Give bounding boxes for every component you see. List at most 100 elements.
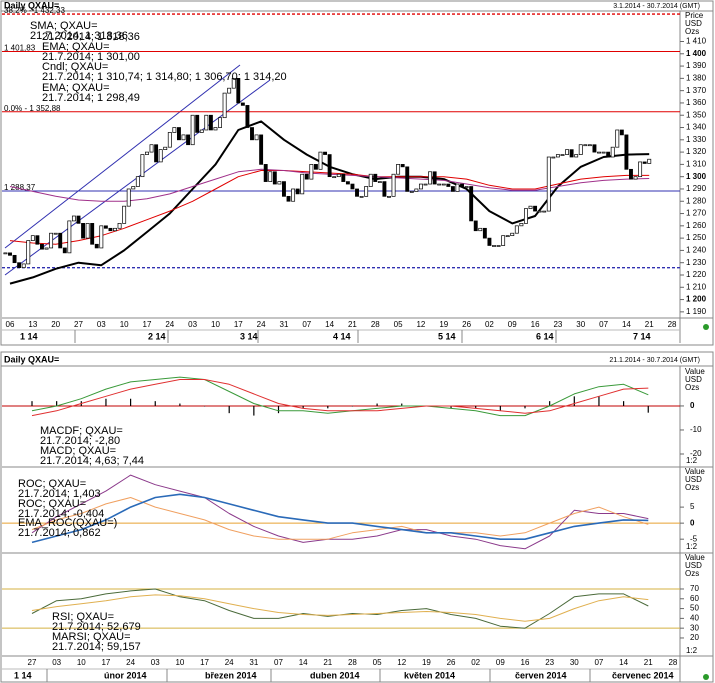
x-tick-label: 02 [485,320,494,329]
candle-body [510,232,515,237]
x-tick-label: 27 [28,658,37,667]
candle-body [135,176,140,187]
candle-body [464,186,469,188]
candle-body [195,114,200,133]
x-tick-label: 16 [531,320,540,329]
candle-body [117,223,122,229]
candle-body [478,227,483,232]
candle-body [295,188,300,195]
y-tick-label: 1 260 [686,221,707,230]
candle-body [291,188,296,202]
x-tick-label: 05 [373,658,382,667]
candle-body [450,186,455,192]
candle-body [615,129,620,148]
legend-value: 21.7.2014; 1,403 [18,488,101,500]
y-tick-label: 1 310 [686,159,707,168]
histogram-bar [524,405,526,409]
candle-body [560,154,565,156]
x-tick-label: 28 [348,658,357,667]
histogram-bar [277,405,280,414]
legend-name: ROC; QXAU= [18,478,86,490]
x-tick-label: 17 [200,658,209,667]
candle-body [428,171,433,185]
candle-body [537,210,542,213]
month-label: březen 2014 [205,670,257,680]
month-label: červen 2014 [515,670,567,680]
axis-label: Ozs [685,27,699,36]
candle-body [76,215,81,224]
candle-body [624,134,629,170]
candle-body [254,134,259,141]
candle-body [400,164,405,168]
level-label: 38.2% - 1 432,33 [4,6,65,15]
candle-body [359,195,364,198]
candle-body [35,235,40,245]
candle-body [213,127,218,131]
trend-channel [4,64,241,249]
candle-body [482,227,487,239]
axis-label: USD [685,475,702,484]
candle-body [286,195,291,202]
candle-body [222,92,227,119]
x-tick-label: 03 [52,658,61,667]
candle-body [122,205,127,224]
histogram-bar [105,398,107,406]
candle-body [323,151,328,155]
legend-name: SMA; QXAU= [30,20,98,32]
top-panel [0,0,714,346]
candle-body [423,183,428,186]
axis-label: Ozs [685,569,699,578]
series-line [31,379,649,417]
x-tick-label: 12 [416,320,425,329]
y-tick-label: 1 410 [686,37,707,46]
axis-label: Price [685,11,704,20]
histogram-bar [450,405,452,409]
candle-body [505,235,510,238]
candle-body [154,144,159,163]
x-tick-label: 12 [397,658,406,667]
y-tick-label: -5 [690,534,698,543]
candle-body [332,176,337,179]
candle-body [405,166,410,192]
x-tick-label: 30 [576,320,585,329]
candle-body [519,223,524,227]
candle-body [81,223,86,239]
x-tick-label: 24 [225,658,234,667]
candle-body [17,262,22,268]
candle-body [30,235,35,241]
y-tick-label: 20 [690,633,699,642]
candle-body [309,164,314,180]
date-range: 21.1.2014 - 30.7.2014 (GMT) [609,357,700,364]
scale-label: 1:2 [686,456,698,465]
x-tick-label: 14 [619,658,628,667]
x-tick-label: 10 [211,320,220,329]
x-tick-label: 09 [496,658,505,667]
x-tick-label: 28 [668,658,677,667]
candle-body [629,168,633,180]
x-tick-label: 07 [302,320,311,329]
candle-body [62,247,67,254]
legend-value: 21.7.2014; 59,157 [52,641,141,653]
candle-body [633,176,638,180]
histogram-bar [376,403,378,406]
histogram-bar [253,405,255,416]
bottom-panel [0,351,714,683]
candle-body [204,114,209,131]
month-label: únor 2014 [104,670,147,680]
candle-body [158,149,163,163]
x-tick-label: 10 [120,320,129,329]
x-tick-label: 21 [348,320,357,329]
y-tick-label: 1 320 [686,147,707,156]
histogram-bar [154,401,156,406]
x-tick-label: 07 [594,658,603,667]
candle-body [140,154,145,178]
x-tick-label: 10 [175,658,184,667]
candle-body [418,183,423,190]
y-tick-label: 1 270 [686,209,707,218]
candle-body [282,181,286,197]
legend-value: 21.7.2014; 1 298,49 [42,92,140,104]
legend-name: MACDF; QXAU= [40,425,123,437]
legend-name: RSI; QXAU= [52,611,114,623]
candle-body [647,158,652,164]
